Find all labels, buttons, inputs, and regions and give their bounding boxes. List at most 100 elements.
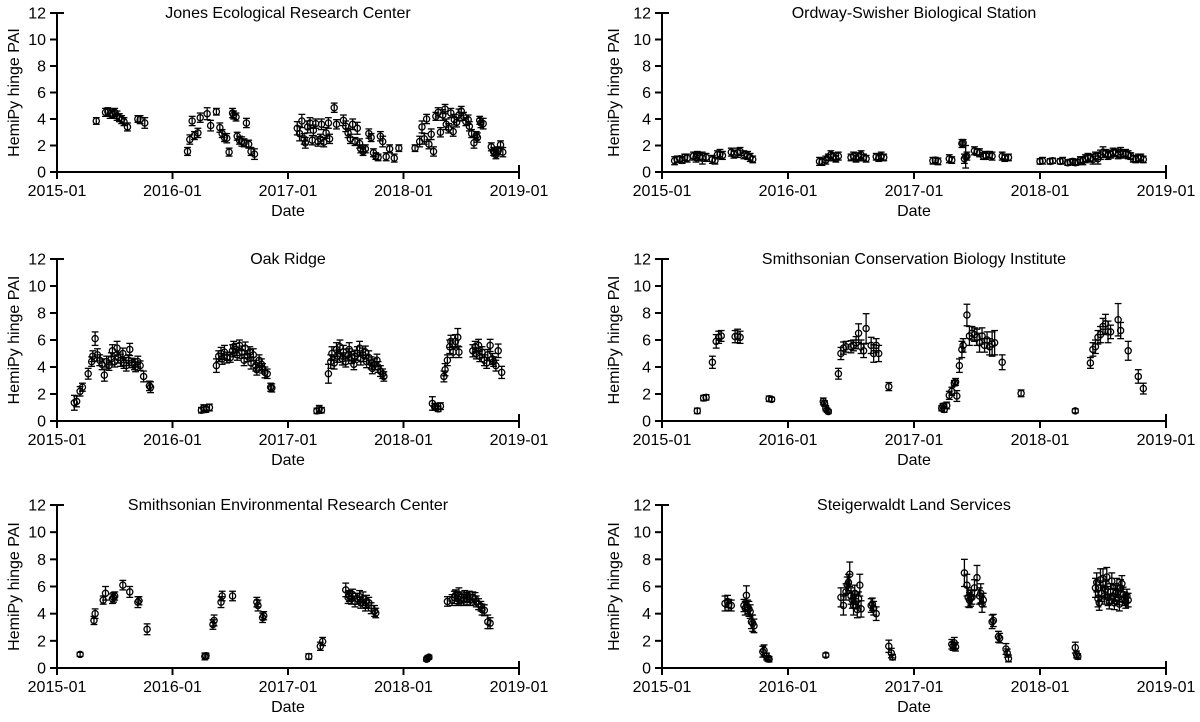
data-point	[740, 151, 748, 159]
data-point	[351, 137, 359, 146]
tick-label: 2016-01	[759, 679, 818, 696]
data-point	[717, 332, 725, 340]
data-point	[1106, 328, 1115, 336]
tick-label: 8	[37, 552, 46, 569]
data-point	[390, 154, 399, 162]
data-point	[206, 121, 215, 130]
tick-label: 2016-01	[759, 183, 818, 200]
tick-label: 6	[37, 333, 46, 350]
data-point	[119, 581, 127, 589]
data-point	[385, 145, 394, 153]
plot-area: 0 2 4 6 8 10 12 2015-01 2016-01 2017-01 2018-01 201…	[28, 252, 549, 450]
data-point	[350, 360, 358, 369]
data-point	[953, 392, 961, 400]
data-point	[1004, 654, 1013, 663]
data-point	[254, 601, 262, 610]
data-point	[1048, 156, 1057, 165]
data-point	[851, 589, 859, 598]
data-point	[727, 601, 736, 610]
data-point	[205, 403, 214, 412]
tick-label: 0	[642, 414, 651, 431]
data-point	[429, 147, 438, 156]
data-point	[259, 611, 268, 620]
data-point	[820, 399, 829, 408]
panel-smithsonian-environmental-research-center: 0 2 4 6 8 10 12 2015-01 2016-01 2017-01 2018-01 201…	[0, 480, 600, 722]
data-point	[126, 345, 134, 354]
data-point	[188, 117, 196, 125]
tick-label: 10	[633, 525, 651, 542]
tick-label: 6	[37, 85, 46, 102]
chart-serc: 0 2 4 6 8 10 12 2015-01 2016-01 2017-01 2018-01 201…	[6, 497, 549, 716]
data-point	[1139, 384, 1148, 393]
tick-label: 12	[633, 6, 651, 23]
data-point	[452, 118, 461, 127]
data-point	[250, 150, 259, 158]
data-point	[324, 369, 333, 378]
data-point	[395, 144, 403, 152]
data-point	[223, 134, 231, 142]
data-point	[90, 616, 98, 625]
data-point	[1095, 599, 1103, 607]
tick-label: 2	[642, 633, 651, 650]
data-point	[235, 341, 244, 350]
tick-label: 2017-01	[259, 679, 318, 696]
data-point	[455, 111, 463, 119]
tick-label: 0	[642, 661, 651, 678]
data-point	[885, 382, 893, 391]
tick-label: 2018-01	[1011, 432, 1070, 449]
data-point	[135, 597, 143, 605]
data-point	[702, 153, 710, 162]
chart-oak-ridge: 0 2 4 6 8 10 12 2015-01 2016-01 2017-01 2018-01 201…	[6, 251, 549, 469]
tick-label: 2019-01	[1137, 679, 1196, 696]
data-point	[486, 619, 494, 627]
tick-label: 2015-01	[633, 432, 692, 449]
data-point	[225, 148, 233, 156]
tick-label: 2018-01	[374, 679, 433, 696]
y-axis-label: HemiPy hinge PAI	[606, 522, 623, 651]
data-point	[1115, 600, 1124, 608]
data-point	[425, 653, 433, 661]
data-point	[209, 620, 217, 629]
tick-label: 8	[642, 306, 651, 323]
tick-label: 6	[642, 333, 651, 350]
data-point	[300, 135, 308, 143]
data-point	[78, 383, 87, 391]
data-point	[305, 652, 313, 661]
data-point	[330, 359, 338, 367]
data-point	[951, 378, 960, 386]
plot-area: 0 2 4 6 8 10 12 2015-01 2016-01 2017-01 2018-01 201…	[633, 6, 1196, 201]
data-point	[963, 311, 971, 319]
data-point	[765, 655, 773, 663]
data-point	[834, 369, 843, 378]
tick-label: 2015-01	[633, 183, 692, 200]
data-point	[824, 407, 833, 416]
data-point	[240, 139, 248, 147]
data-point	[341, 357, 350, 366]
chart-ordway: 0 2 4 6 8 10 12 2015-01 2016-01 2017-01 2018-01 201…	[606, 5, 1196, 220]
data-point	[494, 347, 502, 355]
data-point	[862, 154, 870, 163]
data-point	[111, 592, 119, 600]
data-point	[869, 349, 878, 358]
data-point	[348, 120, 357, 129]
data-point	[318, 637, 327, 646]
data-point	[711, 156, 719, 165]
data-point	[979, 596, 988, 604]
data-point	[995, 634, 1004, 642]
data-point	[341, 586, 350, 594]
tick-label: 2019-01	[490, 679, 549, 696]
data-point	[436, 128, 445, 136]
data-point	[988, 152, 996, 160]
data-point	[76, 650, 84, 659]
data-point	[380, 372, 388, 381]
data-point	[1139, 155, 1148, 164]
data-point	[853, 605, 862, 614]
data-point	[492, 361, 500, 370]
data-point	[382, 153, 390, 161]
data-point	[330, 103, 338, 112]
data-point	[374, 363, 382, 371]
data-point	[759, 647, 767, 656]
data-point	[834, 152, 843, 160]
data-point	[123, 123, 132, 131]
tick-label: 10	[633, 32, 651, 49]
